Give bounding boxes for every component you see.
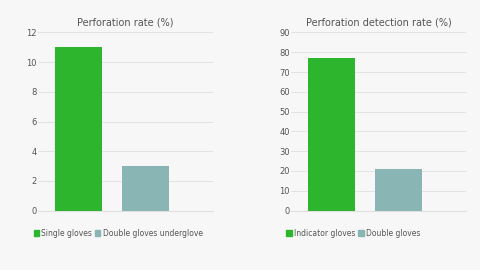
Legend: Single gloves, Double gloves underglove: Single gloves, Double gloves underglove [34, 229, 203, 238]
Bar [55, 47, 102, 211]
Bar [122, 166, 169, 211]
Bar [308, 58, 355, 211]
Title: Perforation detection rate (%): Perforation detection rate (%) [306, 18, 451, 28]
Title: Perforation rate (%): Perforation rate (%) [77, 18, 174, 28]
Legend: Indicator gloves, Double gloves: Indicator gloves, Double gloves [287, 229, 420, 238]
Bar [375, 169, 422, 211]
